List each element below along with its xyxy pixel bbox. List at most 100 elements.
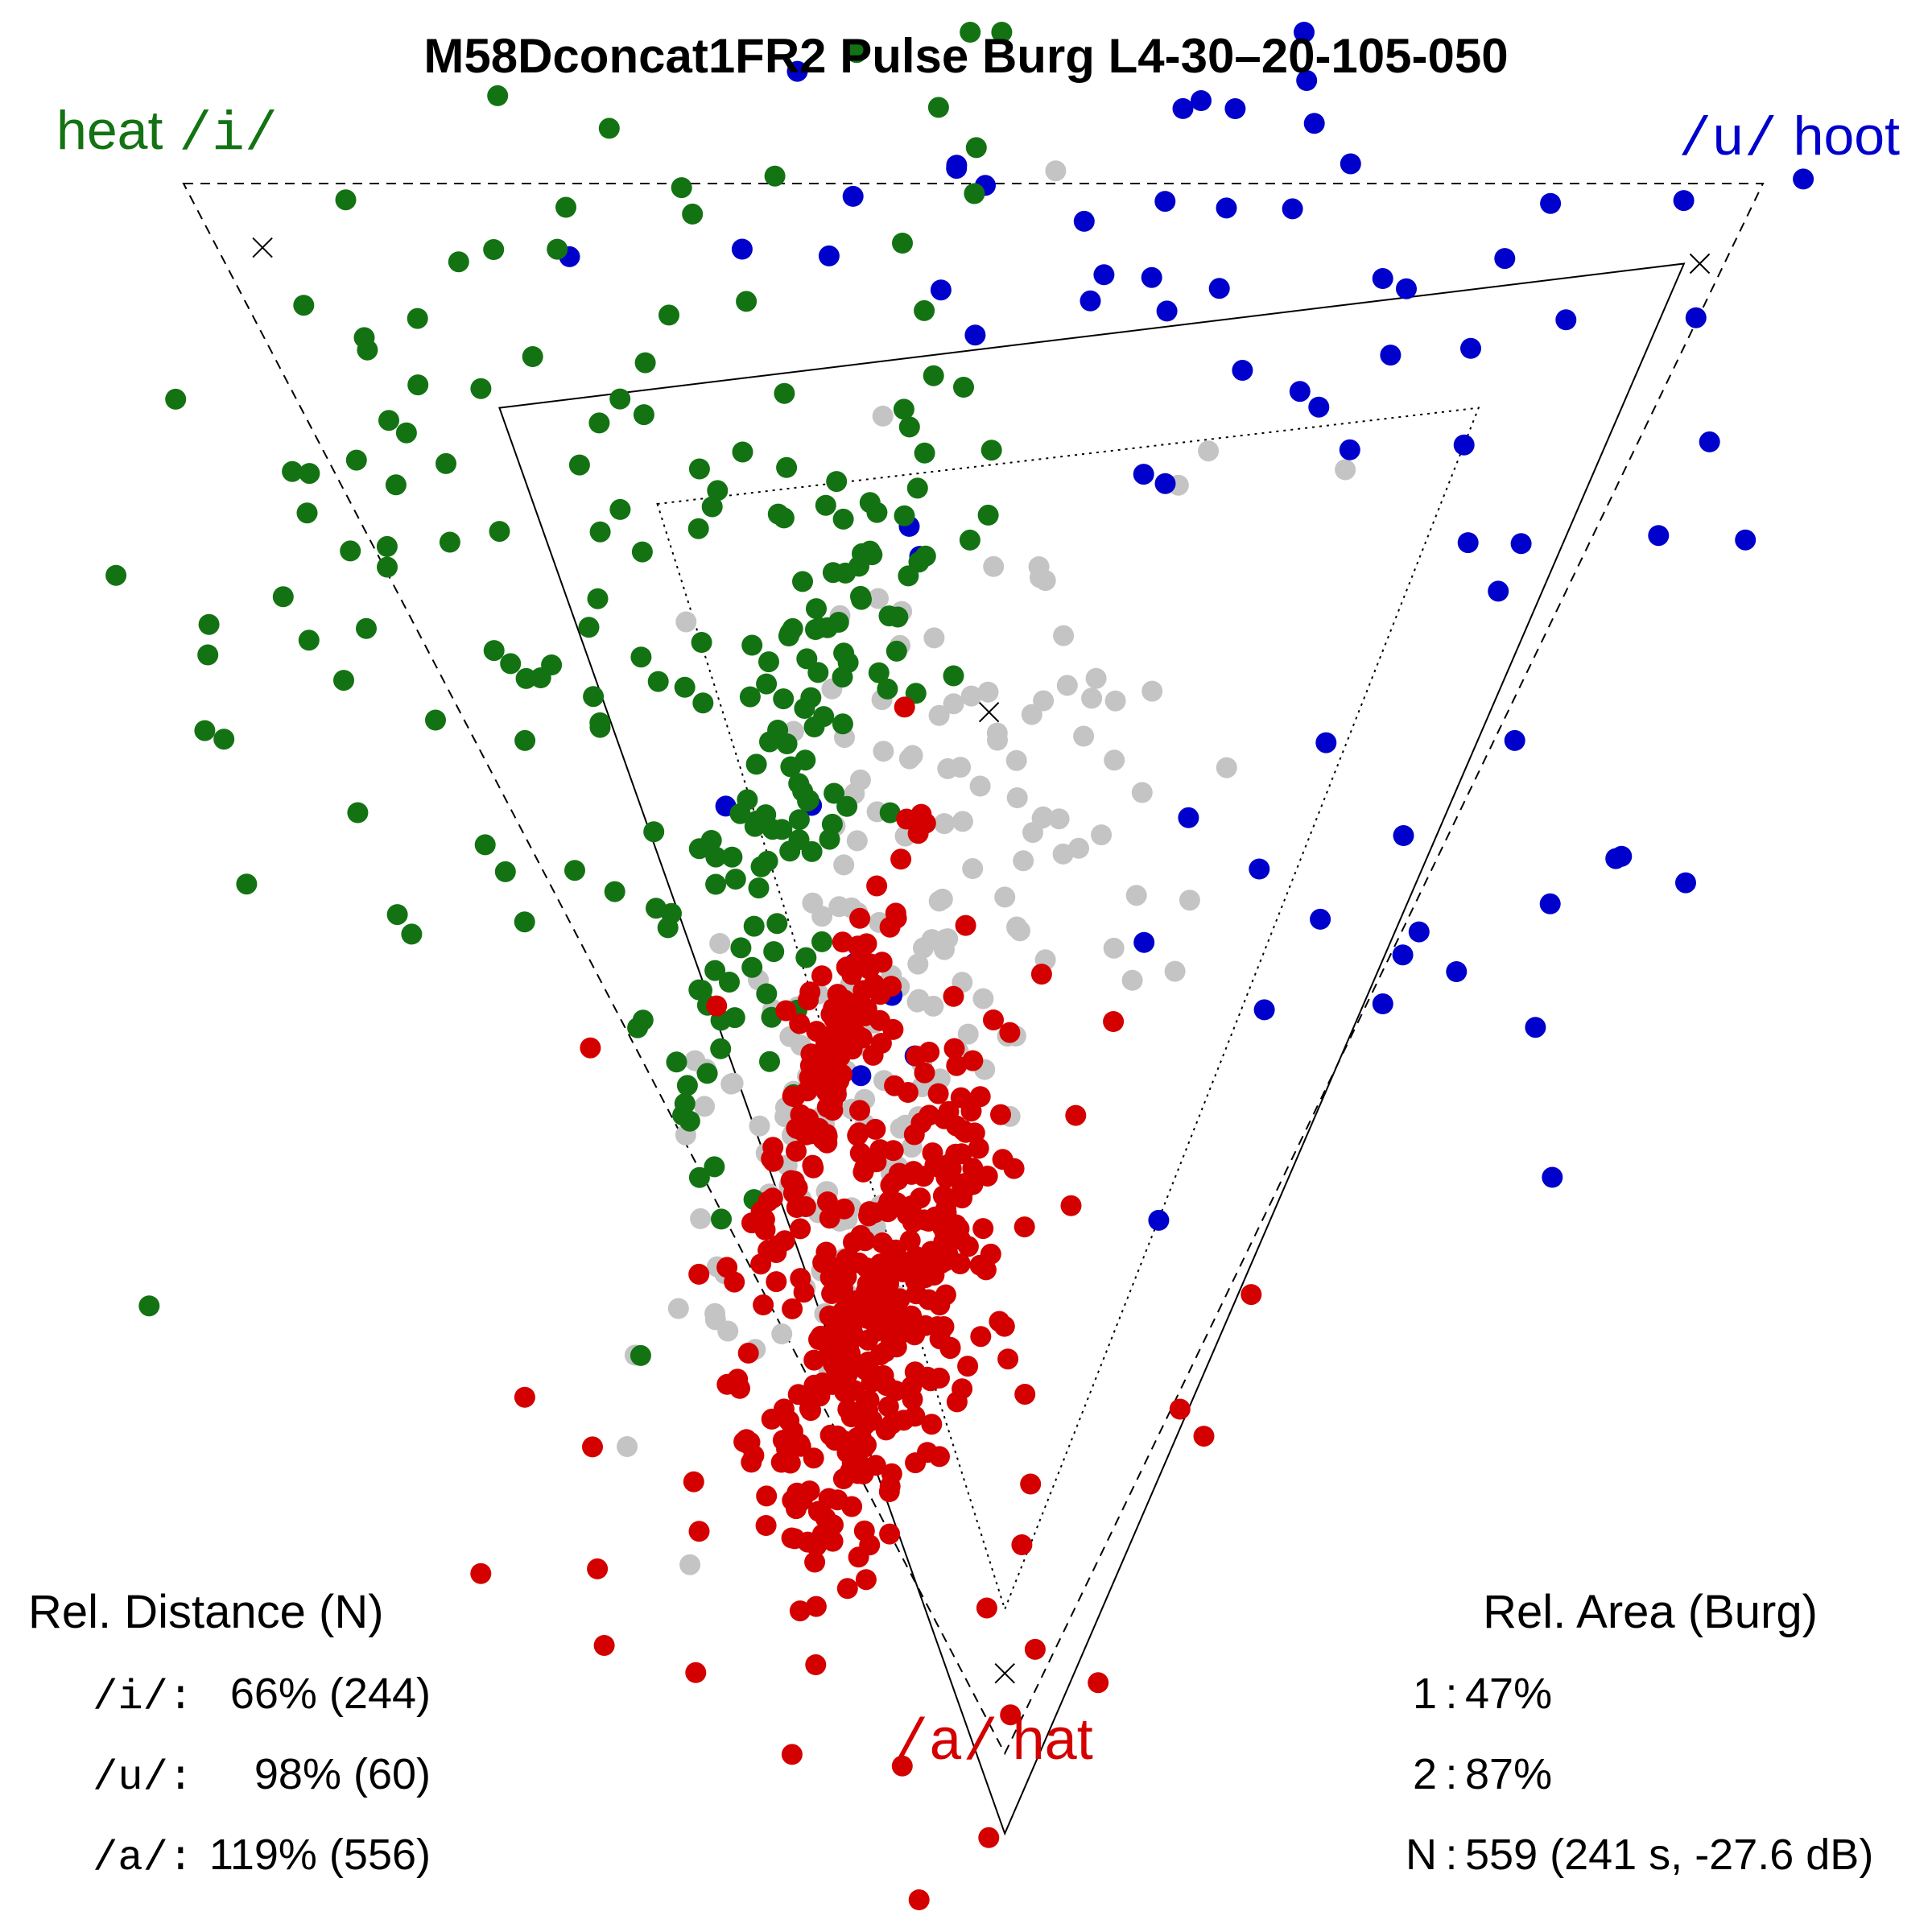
dot-i — [710, 1038, 732, 1059]
dot-i — [564, 860, 585, 881]
dot-i — [707, 480, 729, 502]
dot-i — [745, 753, 767, 775]
dot-a — [864, 1364, 886, 1386]
vertex-word-a: hat — [1013, 1707, 1093, 1772]
dot-i — [836, 795, 858, 817]
dot-other — [1006, 917, 1028, 939]
dot-a — [856, 933, 877, 955]
dot-u — [1154, 473, 1176, 494]
dot-a — [880, 1258, 902, 1280]
dot-a — [816, 1124, 837, 1146]
dot-i — [927, 97, 949, 118]
dot-i — [757, 850, 778, 872]
dot-u — [1282, 198, 1303, 220]
dot-a — [786, 1141, 807, 1162]
dot-i — [335, 189, 357, 211]
dot-u — [1453, 434, 1475, 456]
dot-u — [1253, 999, 1275, 1021]
dot-a — [787, 1384, 809, 1406]
dot-other — [952, 811, 973, 832]
dot-u — [1172, 97, 1194, 119]
dot-a — [957, 1236, 979, 1257]
dot-other — [907, 953, 929, 975]
dot-a — [882, 1171, 904, 1193]
dot-a — [688, 1521, 710, 1542]
dot-i — [425, 709, 446, 731]
dot-other — [1081, 687, 1103, 709]
dot-a — [920, 1241, 942, 1262]
rel-distance-symbol-a: /a/: — [93, 1835, 193, 1882]
dot-a — [803, 1349, 825, 1371]
dot-i — [943, 665, 964, 687]
dot-a — [773, 1398, 795, 1420]
dot-other — [1053, 625, 1075, 646]
dot-a — [853, 1520, 875, 1542]
vertex-label-i: heat/i/ — [56, 100, 278, 166]
dot-other — [957, 1023, 979, 1045]
dot-a — [827, 1489, 848, 1511]
dot-i — [676, 1075, 698, 1096]
dot-a — [879, 1523, 901, 1545]
dot-i — [627, 1017, 649, 1038]
dot-other — [709, 933, 731, 954]
dot-a — [799, 1055, 821, 1076]
dot-i — [866, 502, 888, 523]
dot-i — [748, 877, 770, 899]
dot-i — [634, 352, 656, 374]
dot-a — [1088, 1672, 1109, 1694]
dot-a — [878, 1481, 900, 1502]
dot-i — [631, 541, 653, 563]
dot-i — [795, 749, 816, 771]
dot-a — [860, 953, 881, 975]
dot-u — [1289, 381, 1311, 402]
dot-other — [1103, 937, 1125, 959]
dot-i — [197, 644, 219, 666]
dot-a — [737, 1342, 759, 1364]
dot-i — [704, 960, 726, 981]
dot-i — [724, 869, 746, 890]
dot-i — [609, 498, 631, 520]
dot-a — [762, 1137, 784, 1158]
dot-i — [682, 203, 704, 225]
dot-i — [547, 238, 568, 260]
vertex-word-u: hoot — [1794, 105, 1900, 167]
dot-a — [908, 1889, 930, 1910]
dot-other — [1033, 690, 1055, 712]
dot-u — [1494, 248, 1516, 270]
dot-other — [868, 588, 889, 609]
dot-i — [763, 941, 785, 963]
dot-u — [1216, 197, 1237, 219]
dot-a — [833, 1329, 855, 1351]
dot-i — [340, 540, 361, 562]
dot-a — [1169, 1398, 1191, 1420]
rel-area-panel: Rel. Area (Burg) 1 : 47% 2 : 87% N : 559… — [1406, 1586, 1873, 1879]
dot-a — [729, 1377, 750, 1399]
dot-i — [821, 813, 843, 835]
dot-u — [1178, 807, 1199, 828]
dot-i — [194, 720, 216, 741]
dot-other — [1198, 440, 1220, 462]
dot-i — [960, 22, 981, 43]
dot-u — [850, 1065, 872, 1087]
dot-i — [647, 671, 669, 692]
dot-i — [293, 295, 315, 316]
dot-i — [732, 441, 753, 463]
dot-a — [1011, 1534, 1033, 1555]
centroid-marker — [994, 1662, 1015, 1684]
triangle-area-2 — [656, 407, 1480, 1612]
chart-title: M58Dconcat1FR2 Pulse Burg L4-30–20-105-0… — [423, 29, 1508, 83]
dot-a — [860, 1274, 881, 1296]
dot-i — [658, 304, 679, 326]
dot-a — [1003, 1158, 1025, 1179]
dot-a — [857, 1329, 878, 1351]
dot-u — [1673, 190, 1695, 212]
dot-i — [378, 410, 399, 431]
dot-i — [724, 1007, 745, 1029]
dot-a — [929, 1157, 951, 1179]
dot-a — [1024, 1638, 1046, 1660]
dot-a — [902, 1212, 923, 1233]
dot-i — [436, 452, 456, 474]
dot-i — [688, 458, 710, 480]
dot-a — [790, 1268, 811, 1290]
dot-other — [923, 995, 944, 1017]
